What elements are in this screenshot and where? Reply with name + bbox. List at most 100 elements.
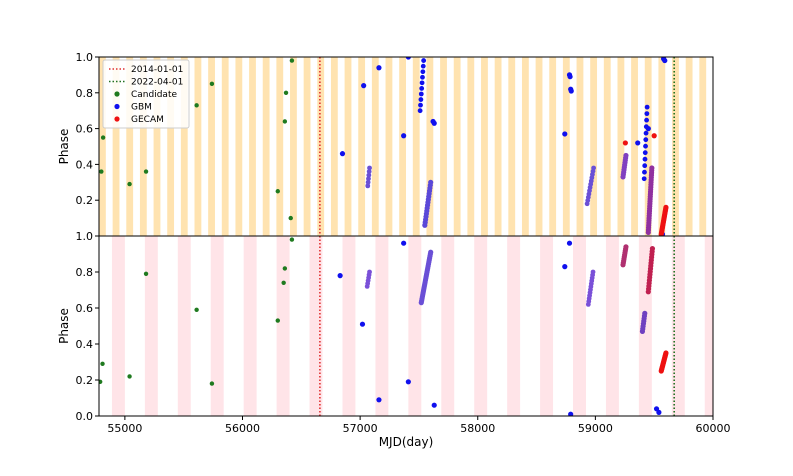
data-point bbox=[401, 133, 407, 139]
data-point bbox=[376, 65, 382, 71]
data-point bbox=[635, 140, 641, 146]
data-point bbox=[418, 97, 424, 102]
data-point bbox=[663, 204, 669, 210]
phase-band bbox=[290, 57, 297, 236]
phase-band bbox=[412, 57, 420, 236]
phase-band bbox=[399, 57, 406, 236]
phase-band bbox=[99, 57, 106, 236]
data-point bbox=[649, 246, 656, 252]
phase-band bbox=[440, 57, 447, 236]
data-point bbox=[642, 163, 648, 169]
legend-box bbox=[102, 59, 190, 129]
phase-band bbox=[603, 57, 611, 236]
top-panel: 0.2 0.4 0.6 0.8 1.0 Phase bbox=[57, 51, 714, 237]
phase-band bbox=[672, 57, 679, 236]
data-point bbox=[143, 169, 149, 174]
data-point bbox=[365, 179, 371, 185]
phase-band bbox=[375, 236, 389, 416]
data-point bbox=[431, 402, 437, 408]
data-point bbox=[641, 176, 647, 182]
phase-band bbox=[685, 57, 693, 236]
data-point bbox=[642, 156, 648, 162]
x-axis-title: MJD(day) bbox=[379, 435, 434, 449]
data-point bbox=[562, 264, 568, 270]
y-tick-label: 0.8 bbox=[76, 266, 94, 279]
x-tick-label: 59000 bbox=[578, 422, 613, 435]
data-point bbox=[663, 350, 669, 356]
phase-band bbox=[153, 57, 161, 236]
data-point bbox=[194, 103, 199, 108]
top-bands bbox=[99, 57, 707, 236]
phase-band bbox=[453, 57, 461, 236]
phase-band bbox=[617, 57, 625, 236]
data-point bbox=[568, 88, 574, 94]
data-point bbox=[367, 165, 372, 171]
legend-label: 2022-04-01 bbox=[131, 78, 183, 88]
legend: 2014-01-01 2022-04-01 Candidate GBM GECAM bbox=[102, 59, 190, 129]
x-axis: 55000 56000 57000 58000 59000 60000 bbox=[107, 416, 731, 435]
phase-band bbox=[276, 57, 284, 236]
data-point bbox=[623, 244, 629, 250]
phase-band bbox=[194, 57, 202, 236]
data-point bbox=[653, 406, 660, 412]
data-point bbox=[99, 379, 103, 384]
phase-band bbox=[371, 57, 379, 236]
phase-band bbox=[474, 236, 488, 416]
phase-band bbox=[144, 236, 158, 416]
data-point bbox=[417, 108, 423, 114]
y-tick-label: 1.0 bbox=[76, 51, 94, 64]
x-tick-label: 60000 bbox=[696, 422, 731, 435]
phase-band bbox=[303, 57, 311, 236]
bottom-bands bbox=[111, 236, 713, 416]
data-point bbox=[418, 91, 424, 97]
data-point bbox=[366, 172, 372, 178]
phase-band bbox=[549, 57, 557, 236]
data-point bbox=[642, 310, 648, 316]
data-point bbox=[127, 374, 132, 379]
data-point bbox=[649, 165, 655, 171]
data-point bbox=[428, 249, 434, 255]
data-point bbox=[420, 63, 426, 69]
x-tick-label: 56000 bbox=[225, 422, 260, 435]
phase-band bbox=[276, 236, 290, 416]
phase-band bbox=[111, 236, 125, 416]
data-point bbox=[289, 237, 295, 242]
data-point bbox=[431, 120, 437, 126]
data-point bbox=[339, 151, 346, 157]
phase-band bbox=[507, 236, 521, 416]
data-point bbox=[376, 397, 382, 403]
data-point bbox=[428, 179, 434, 185]
data-point bbox=[337, 273, 343, 279]
phase-band bbox=[221, 57, 229, 236]
phase-band bbox=[408, 236, 422, 416]
y-tick-label: 1.0 bbox=[76, 230, 94, 243]
data-point bbox=[644, 117, 649, 123]
phase-band bbox=[210, 236, 224, 416]
data-point bbox=[419, 80, 425, 86]
data-point bbox=[644, 111, 650, 117]
data-point bbox=[591, 165, 597, 171]
phase-band bbox=[699, 57, 707, 236]
legend-label: 2014-01-01 bbox=[131, 65, 183, 75]
data-point bbox=[642, 150, 648, 156]
phase-band bbox=[342, 236, 356, 416]
top-y-axis-title: Phase bbox=[57, 129, 71, 165]
data-point bbox=[366, 169, 372, 174]
data-point bbox=[642, 169, 647, 175]
data-point bbox=[623, 152, 629, 159]
phase-band bbox=[671, 236, 685, 416]
phase-band bbox=[177, 236, 191, 416]
data-point bbox=[405, 379, 411, 385]
data-point bbox=[567, 74, 573, 80]
data-point bbox=[209, 381, 215, 386]
phase-band bbox=[235, 57, 243, 236]
data-point bbox=[568, 411, 574, 416]
phase-band bbox=[535, 57, 543, 236]
data-point bbox=[365, 183, 371, 189]
x-tick-label: 55000 bbox=[107, 422, 142, 435]
phase-band bbox=[344, 57, 352, 236]
data-point bbox=[420, 69, 426, 75]
x-tick-label: 58000 bbox=[460, 422, 495, 435]
data-point bbox=[643, 130, 649, 136]
